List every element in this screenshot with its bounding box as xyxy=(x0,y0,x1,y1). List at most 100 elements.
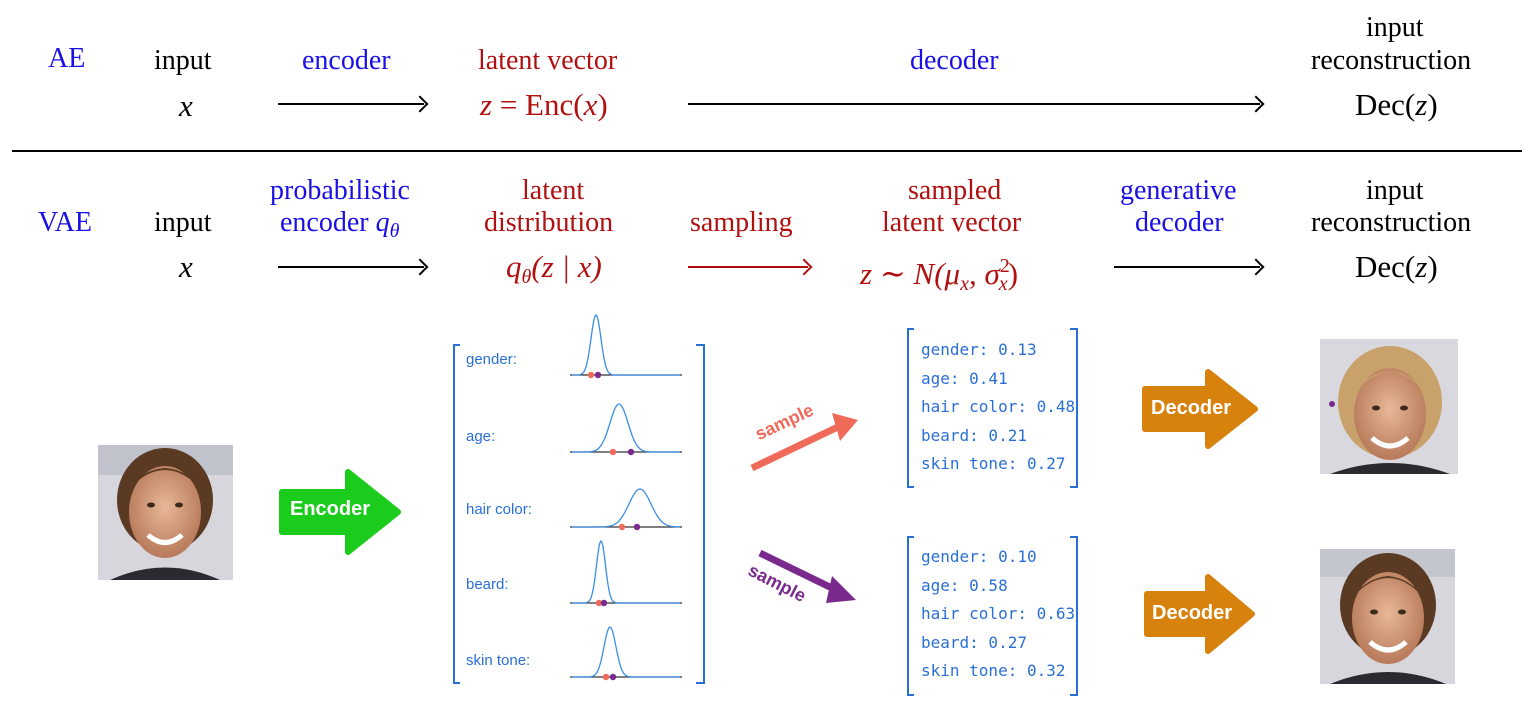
vae-sampled-c: ) xyxy=(1007,256,1019,291)
sample-1-hair-color: hair color: 0.48 xyxy=(921,397,1076,416)
sample-dot-red-age xyxy=(609,448,617,456)
sample-2-gender: gender: 0.10 xyxy=(921,547,1037,566)
ae-input-var: x xyxy=(179,88,193,123)
vae-input-label: input xyxy=(154,207,212,238)
sample-dot-red-gender xyxy=(587,371,595,379)
dist-label-skin-tone: skin tone: xyxy=(466,652,531,669)
reconstructed-face-photo-2 xyxy=(1320,549,1455,684)
sample-vector-bracket-2 xyxy=(907,536,1078,696)
decoder-arrow-button-1 xyxy=(1142,369,1258,449)
sample-vector-2: gender: 0.10 age: 0.58 hair color: 0.63 … xyxy=(921,543,1075,686)
decoder-button-label-1: Decoder xyxy=(1151,397,1232,419)
vae-decoder-arrow xyxy=(1114,266,1260,268)
input-face-photo xyxy=(98,445,233,580)
distribution-curves xyxy=(570,313,682,681)
dist-label-hair-color: hair color: xyxy=(466,501,532,518)
ae-encoder-label: encoder xyxy=(302,45,391,76)
sample-1-gender: gender: 0.13 xyxy=(921,340,1037,359)
ae-recon-expression: Dec(z) xyxy=(1355,88,1438,121)
vae-sampled-x2: x xyxy=(998,273,1008,295)
sample-1-beard: beard: 0.21 xyxy=(921,425,1027,445)
ae-latent-enc: = Enc( xyxy=(499,87,584,122)
ae-recon-z: z xyxy=(1415,87,1428,122)
vae-tag: VAE xyxy=(38,207,92,238)
sample-dot-purple-hair-color xyxy=(633,523,641,531)
vae-sampled-expression: z ∼ N(μx, σ2x) xyxy=(860,250,1018,301)
vae-recon-line1: input xyxy=(1366,175,1424,206)
vae-latent-expression: qθ(z | x) xyxy=(506,250,602,294)
gaussian-curve-gender xyxy=(572,313,680,376)
vae-encoder-arrow xyxy=(278,266,424,268)
decoder-button-label-2: Decoder xyxy=(1152,602,1233,624)
sample-vector-bracket-1 xyxy=(907,328,1078,488)
vae-sampled-a: z ∼ N(μ xyxy=(860,256,961,291)
vae-gen-line1: generative xyxy=(1120,175,1237,206)
sample-dot-purple-skin-tone xyxy=(609,673,617,681)
ae-latent-x: x xyxy=(583,87,598,122)
vae-latent-rest: (z | x) xyxy=(531,249,602,284)
vae-latent-line1: latent xyxy=(522,175,585,206)
sample-arrow-red xyxy=(750,413,858,472)
ae-recon-line1: input xyxy=(1366,12,1424,43)
encoder-arrow-button xyxy=(279,469,401,555)
sample-1-skin-tone: skin tone: 0.27 xyxy=(921,454,1066,473)
vae-sampling-arrow xyxy=(688,266,808,268)
vae-recon-z: z xyxy=(1415,249,1428,284)
decoder-arrow-button-2 xyxy=(1144,574,1255,654)
vae-recon-expression: Dec(z) xyxy=(1355,250,1438,283)
vae-encoder-line2: encoder qθ xyxy=(280,206,399,248)
sample-2-skin-tone: skin tone: 0.32 xyxy=(921,661,1066,680)
vae-sampled-sup: 2 xyxy=(999,255,1010,277)
dist-label-gender: gender: xyxy=(466,351,517,368)
ae-input-label: input xyxy=(154,45,212,76)
ae-latent-expression: z = Enc(x) xyxy=(480,88,608,121)
vae-sampled-x1: x xyxy=(960,273,969,295)
vae-input-var: x xyxy=(179,249,193,284)
vae-latent-line2: distribution xyxy=(484,207,614,238)
ae-decoder-label: decoder xyxy=(910,45,999,76)
dist-label-beard: beard: xyxy=(466,576,509,593)
ae-decoder-arrow xyxy=(688,103,1260,105)
sample-2-hair-color: hair color: 0.63 xyxy=(921,604,1076,623)
sample-arrow-purple xyxy=(758,549,856,603)
ae-encoder-arrow xyxy=(278,103,424,105)
vae-recon-line2: reconstruction xyxy=(1311,207,1472,238)
sample-2-beard: beard: 0.27 xyxy=(921,632,1027,652)
ae-latent-label: latent vector xyxy=(478,45,618,76)
vae-sampled-b: , σ xyxy=(969,256,1000,291)
ae-recon-line2: reconstruction xyxy=(1311,45,1472,76)
sample-dot-purple-age xyxy=(627,448,635,456)
sample-dot-purple-gender xyxy=(594,371,602,379)
vae-recon-dec: Dec( xyxy=(1355,249,1416,284)
reconstructed-face-photo-1 xyxy=(1320,339,1458,474)
vae-sampled-line2: latent vector xyxy=(882,207,1022,238)
encoder-button-label: Encoder xyxy=(290,498,371,520)
ae-recon-close: ) xyxy=(1427,87,1438,122)
distribution-bracket xyxy=(453,344,705,684)
sample-vector-1: gender: 0.13 age: 0.41 hair color: 0.48 … xyxy=(921,336,1075,479)
gaussian-curve-skin-tone xyxy=(572,626,680,678)
ae-recon-dec: Dec( xyxy=(1355,87,1416,122)
vae-encoder-q: q xyxy=(375,207,390,238)
sample-2-age: age: 0.58 xyxy=(921,575,1008,595)
vae-encoder-theta: θ xyxy=(389,220,400,242)
vae-latent-q: q xyxy=(506,249,522,284)
vae-gen-line2: decoder xyxy=(1135,207,1224,238)
vae-sampled-line1: sampled xyxy=(908,175,1002,206)
ae-tag: AE xyxy=(48,43,86,74)
vae-recon-close: ) xyxy=(1427,249,1438,284)
gaussian-curve-age xyxy=(572,403,680,453)
ae-latent-close: ) xyxy=(597,87,608,122)
sample-dot-red-beard xyxy=(595,599,603,607)
vae-encoder-line1: probabilistic xyxy=(270,175,410,206)
sample-dot-purple-beard xyxy=(600,599,608,607)
vae-sampling-label: sampling xyxy=(690,207,793,238)
ae-latent-z: z xyxy=(480,87,493,122)
dist-label-age: age: xyxy=(466,428,496,445)
gaussian-curve-beard xyxy=(572,539,680,604)
vae-encoder-word: encoder xyxy=(280,207,369,238)
row-divider xyxy=(12,150,1522,152)
gaussian-curve-hair-color xyxy=(572,488,680,528)
vae-latent-theta: θ xyxy=(521,266,532,288)
